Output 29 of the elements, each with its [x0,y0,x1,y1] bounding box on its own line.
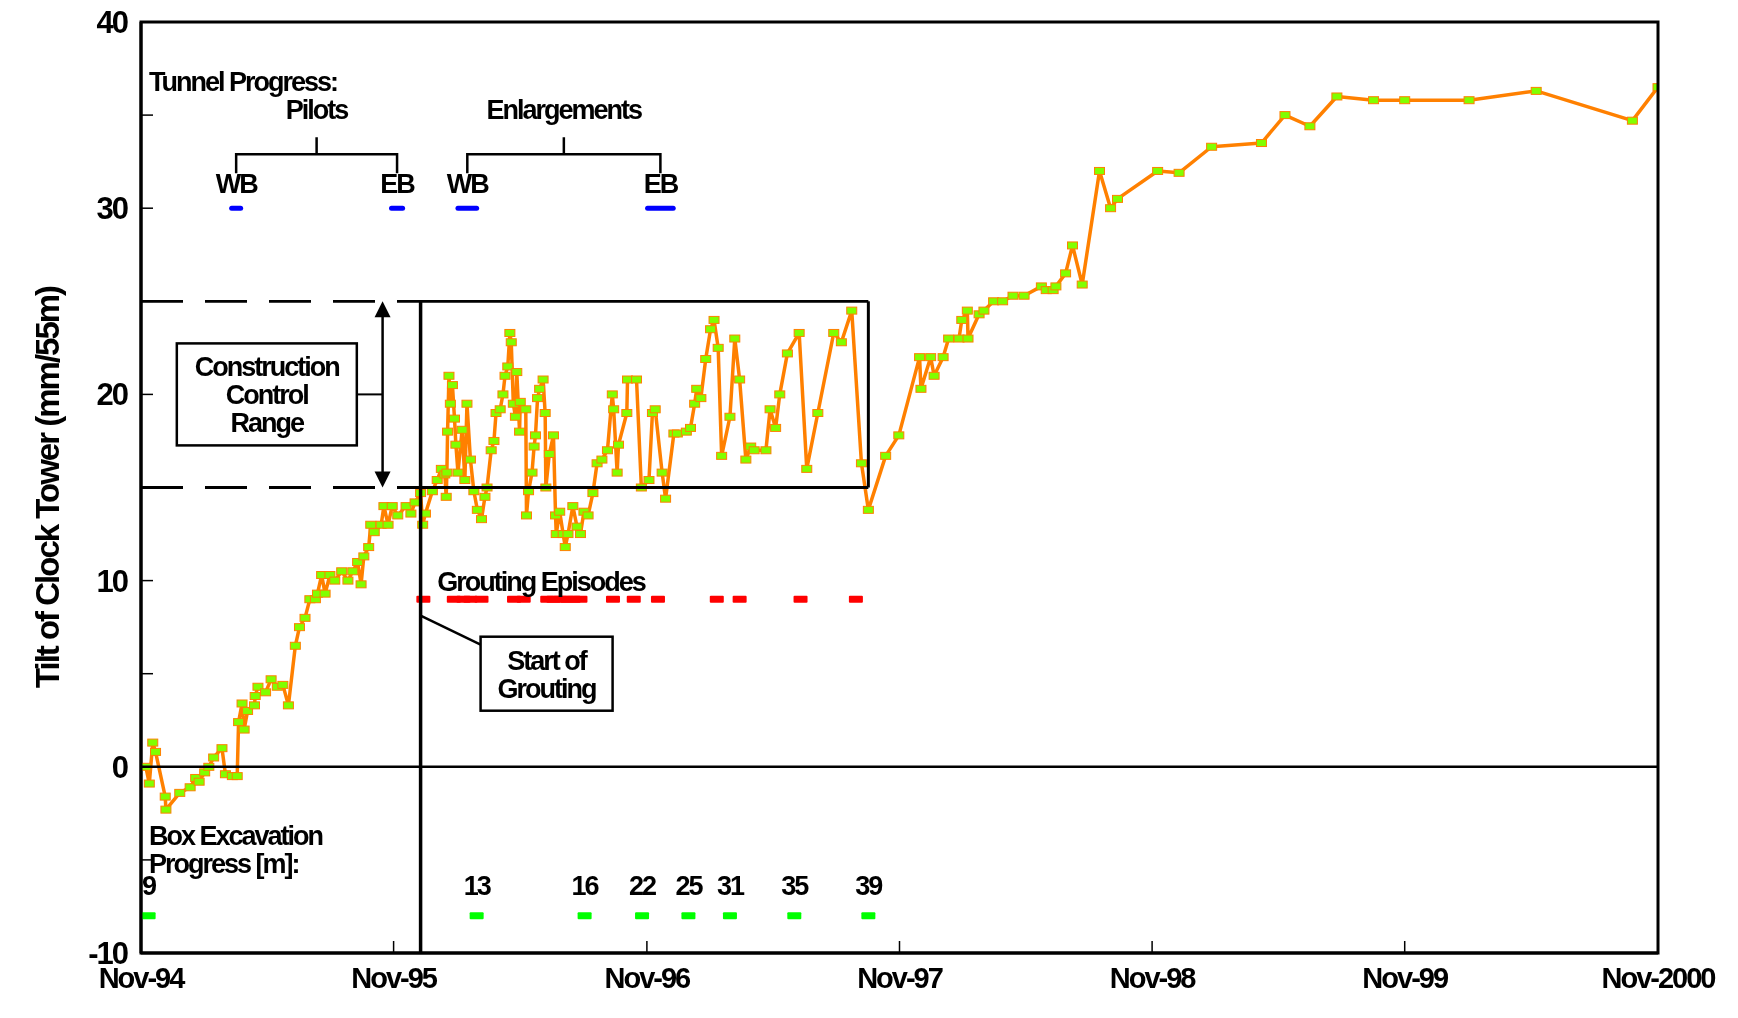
series-label: WB [446,169,490,200]
series-label: 35 [781,870,810,901]
series-label: Grouting Episodes [437,567,646,598]
series-label: WB [215,169,259,200]
series-label: EB [380,169,416,200]
x-tick-label: Nov-96 [604,961,692,994]
x-tick-label: Nov-99 [1362,961,1449,994]
y-tick-label: 30 [96,191,128,227]
series-label: EB [643,169,679,200]
series-label: 16 [571,870,600,901]
series-label: 39 [855,870,884,901]
x-tick-label: Nov-97 [857,961,943,994]
annotation: Construction Control Range [194,352,340,439]
annotation: Enlargements [486,95,643,126]
series-label: 22 [629,870,657,901]
series-label: 31 [716,870,745,901]
y-axis-title: Tilt of Clock Tower (mm/55m) [28,285,66,689]
annotation: Pilots [285,95,349,126]
annotation: Tunnel Progress: [149,66,338,97]
series-label: 25 [675,870,704,901]
series-label: 13 [463,870,492,901]
y-tick-label: 10 [96,563,128,599]
y-tick-label: 20 [96,377,128,413]
x-tick-label: Nov-98 [1109,961,1197,994]
y-tick-label: 0 [111,749,128,785]
x-tick-label: Nov-95 [351,961,438,994]
ref-line-label: Start of Grouting [497,645,597,704]
x-tick-label: Nov-2000 [1601,961,1716,994]
y-tick-label: 40 [96,5,128,41]
